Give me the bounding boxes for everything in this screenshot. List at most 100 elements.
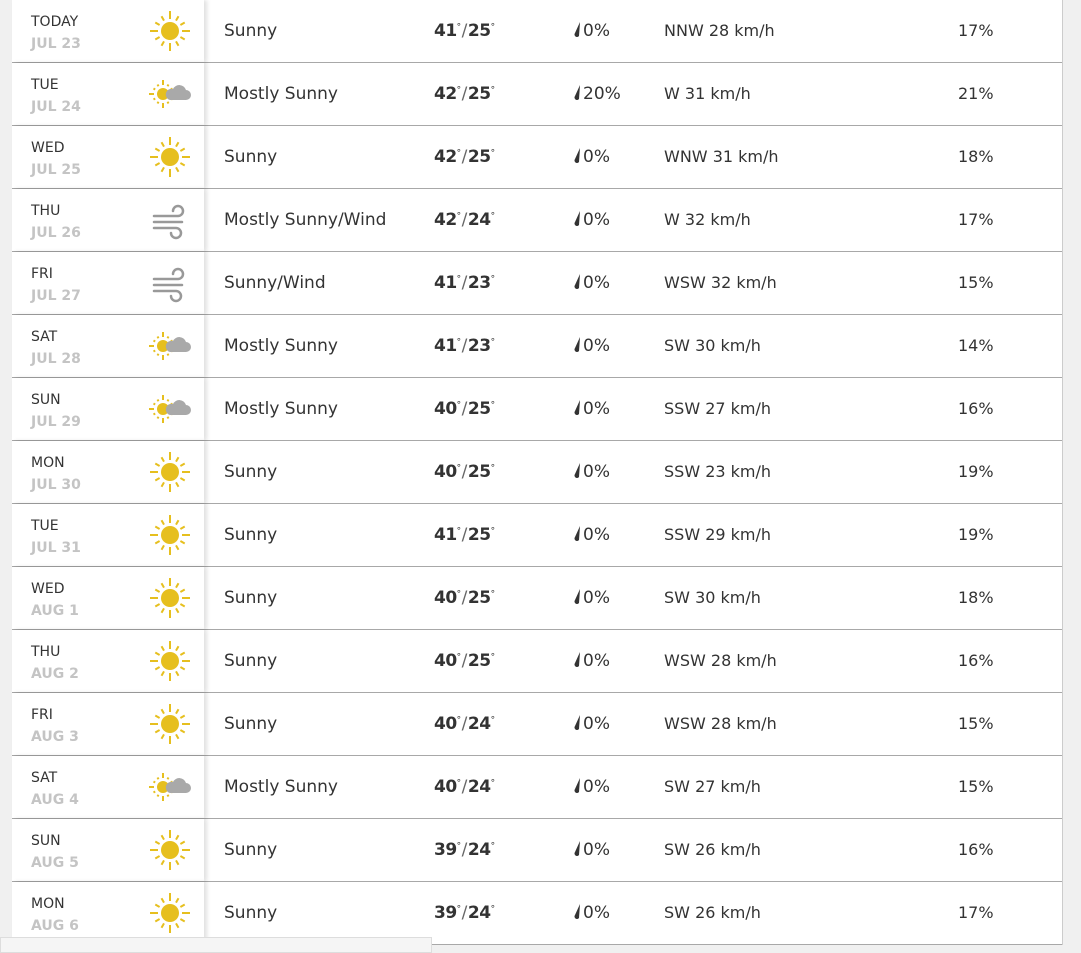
high-temp: 40 [434, 462, 457, 482]
wind: WSW 28 km/h [664, 651, 777, 670]
precipitation: 0% [574, 462, 610, 482]
precipitation: 0% [574, 588, 610, 608]
condition: Sunny [224, 651, 278, 671]
high-temp: 39 [434, 840, 457, 860]
high-temp: 40 [434, 777, 457, 797]
forecast-row[interactable]: THU AUG 2 Sunny 40°/25° 0% WSW 28 km/h 1… [12, 630, 1062, 693]
day-date: JUL 23 [31, 36, 81, 52]
humidity: 21% [958, 84, 994, 103]
wind: W 32 km/h [664, 210, 751, 229]
low-temp: 23 [467, 273, 491, 293]
temperature: 41°/25° [434, 21, 495, 41]
forecast-row[interactable]: SAT JUL 28 Mostly Sunny 41°/23° 0% SW 30… [12, 315, 1062, 378]
wind: W 31 km/h [664, 84, 751, 103]
precip-value: 20% [583, 84, 621, 104]
humidity: 17% [958, 903, 994, 922]
high-temp: 39 [434, 903, 457, 923]
forecast-row[interactable]: WED AUG 1 Sunny 40°/25° 0% SW 30 km/h 18… [12, 567, 1062, 630]
day-name: SUN [31, 392, 61, 408]
forecast-row[interactable]: SUN JUL 29 Mostly Sunny 40°/25° 0% SSW 2… [12, 378, 1062, 441]
high-temp: 41 [434, 273, 457, 293]
high-temp: 42 [434, 84, 457, 104]
precip-value: 0% [583, 777, 610, 797]
humidity: 17% [958, 210, 994, 229]
day-name: MON [31, 455, 65, 471]
wind: SSW 23 km/h [664, 462, 772, 481]
wind: SW 30 km/h [664, 336, 761, 355]
day-date: JUL 27 [31, 288, 81, 304]
raindrop-icon [574, 400, 580, 415]
forecast-row[interactable]: MON JUL 30 Sunny 40°/25° 0% SSW 23 km/h … [12, 441, 1062, 504]
humidity: 17% [958, 21, 994, 40]
day-name: SAT [31, 329, 58, 345]
humidity: 15% [958, 777, 994, 796]
day-cell: TUE JUL 31 [12, 504, 204, 566]
day-name: TUE [31, 518, 59, 534]
condition: Mostly Sunny [224, 336, 338, 356]
wind-icon [148, 261, 192, 305]
humidity: 19% [958, 462, 994, 481]
day-date: JUL 26 [31, 225, 81, 241]
condition: Sunny [224, 21, 278, 41]
low-temp: 24 [467, 903, 491, 923]
condition: Mostly Sunny [224, 777, 338, 797]
day-date: JUL 29 [31, 414, 81, 430]
raindrop-icon [574, 652, 580, 667]
temperature: 40°/25° [434, 588, 495, 608]
day-cell: TUE JUL 24 [12, 63, 204, 125]
precipitation: 0% [574, 714, 610, 734]
daily-forecast-table: TODAY JUL 23 Sunny 41°/25° 0% NNW 28 km/… [12, 0, 1063, 945]
day-date: JUL 31 [31, 540, 81, 556]
day-name: THU [31, 644, 61, 660]
forecast-row[interactable]: TUE JUL 24 Mostly Sunny 42°/25° 20% W 31… [12, 63, 1062, 126]
sun-icon [148, 576, 192, 620]
low-temp: 25 [467, 147, 491, 167]
humidity: 14% [958, 336, 994, 355]
wind-icon [148, 198, 192, 242]
day-cell: WED JUL 25 [12, 126, 204, 188]
partly-cloudy-icon [148, 72, 192, 116]
forecast-row[interactable]: TODAY JUL 23 Sunny 41°/25° 0% NNW 28 km/… [12, 0, 1062, 63]
partly-cloudy-icon [148, 387, 192, 431]
humidity: 18% [958, 588, 994, 607]
day-date: AUG 4 [31, 792, 79, 808]
wind: WNW 31 km/h [664, 147, 779, 166]
high-temp: 40 [434, 399, 457, 419]
sun-icon [148, 891, 192, 935]
day-name: TODAY [31, 14, 79, 30]
high-temp: 42 [434, 210, 457, 230]
condition: Sunny [224, 714, 278, 734]
day-date: AUG 3 [31, 729, 79, 745]
forecast-row[interactable]: MON AUG 6 Sunny 39°/24° 0% SW 26 km/h 17… [12, 882, 1062, 945]
wind: SW 26 km/h [664, 903, 761, 922]
forecast-row[interactable]: THU JUL 26 Mostly Sunny/Wind 42°/24° 0% … [12, 189, 1062, 252]
precipitation: 0% [574, 210, 610, 230]
forecast-row[interactable]: TUE JUL 31 Sunny 41°/25° 0% SSW 29 km/h … [12, 504, 1062, 567]
temperature: 40°/25° [434, 462, 495, 482]
forecast-row[interactable]: WED JUL 25 Sunny 42°/25° 0% WNW 31 km/h … [12, 126, 1062, 189]
forecast-row[interactable]: FRI AUG 3 Sunny 40°/24° 0% WSW 28 km/h 1… [12, 693, 1062, 756]
day-cell: MON AUG 6 [12, 882, 204, 944]
raindrop-icon [574, 589, 580, 604]
raindrop-icon [574, 337, 580, 352]
forecast-row[interactable]: FRI JUL 27 Sunny/Wind 41°/23° 0% WSW 32 … [12, 252, 1062, 315]
high-temp: 41 [434, 525, 457, 545]
precip-value: 0% [583, 525, 610, 545]
low-temp: 23 [467, 336, 491, 356]
day-date: JUL 24 [31, 99, 81, 115]
day-name: TUE [31, 77, 59, 93]
raindrop-icon [574, 148, 580, 163]
low-temp: 25 [467, 525, 491, 545]
day-date: JUL 30 [31, 477, 81, 493]
day-cell: SAT AUG 4 [12, 756, 204, 818]
raindrop-icon [574, 274, 580, 289]
day-cell: SUN JUL 29 [12, 378, 204, 440]
day-cell: MON JUL 30 [12, 441, 204, 503]
precipitation: 0% [574, 777, 610, 797]
day-cell: THU AUG 2 [12, 630, 204, 692]
forecast-row[interactable]: SAT AUG 4 Mostly Sunny 40°/24° 0% SW 27 … [12, 756, 1062, 819]
low-temp: 25 [467, 651, 491, 671]
low-temp: 25 [467, 21, 491, 41]
forecast-row[interactable]: SUN AUG 5 Sunny 39°/24° 0% SW 26 km/h 16… [12, 819, 1062, 882]
temperature: 42°/25° [434, 84, 495, 104]
